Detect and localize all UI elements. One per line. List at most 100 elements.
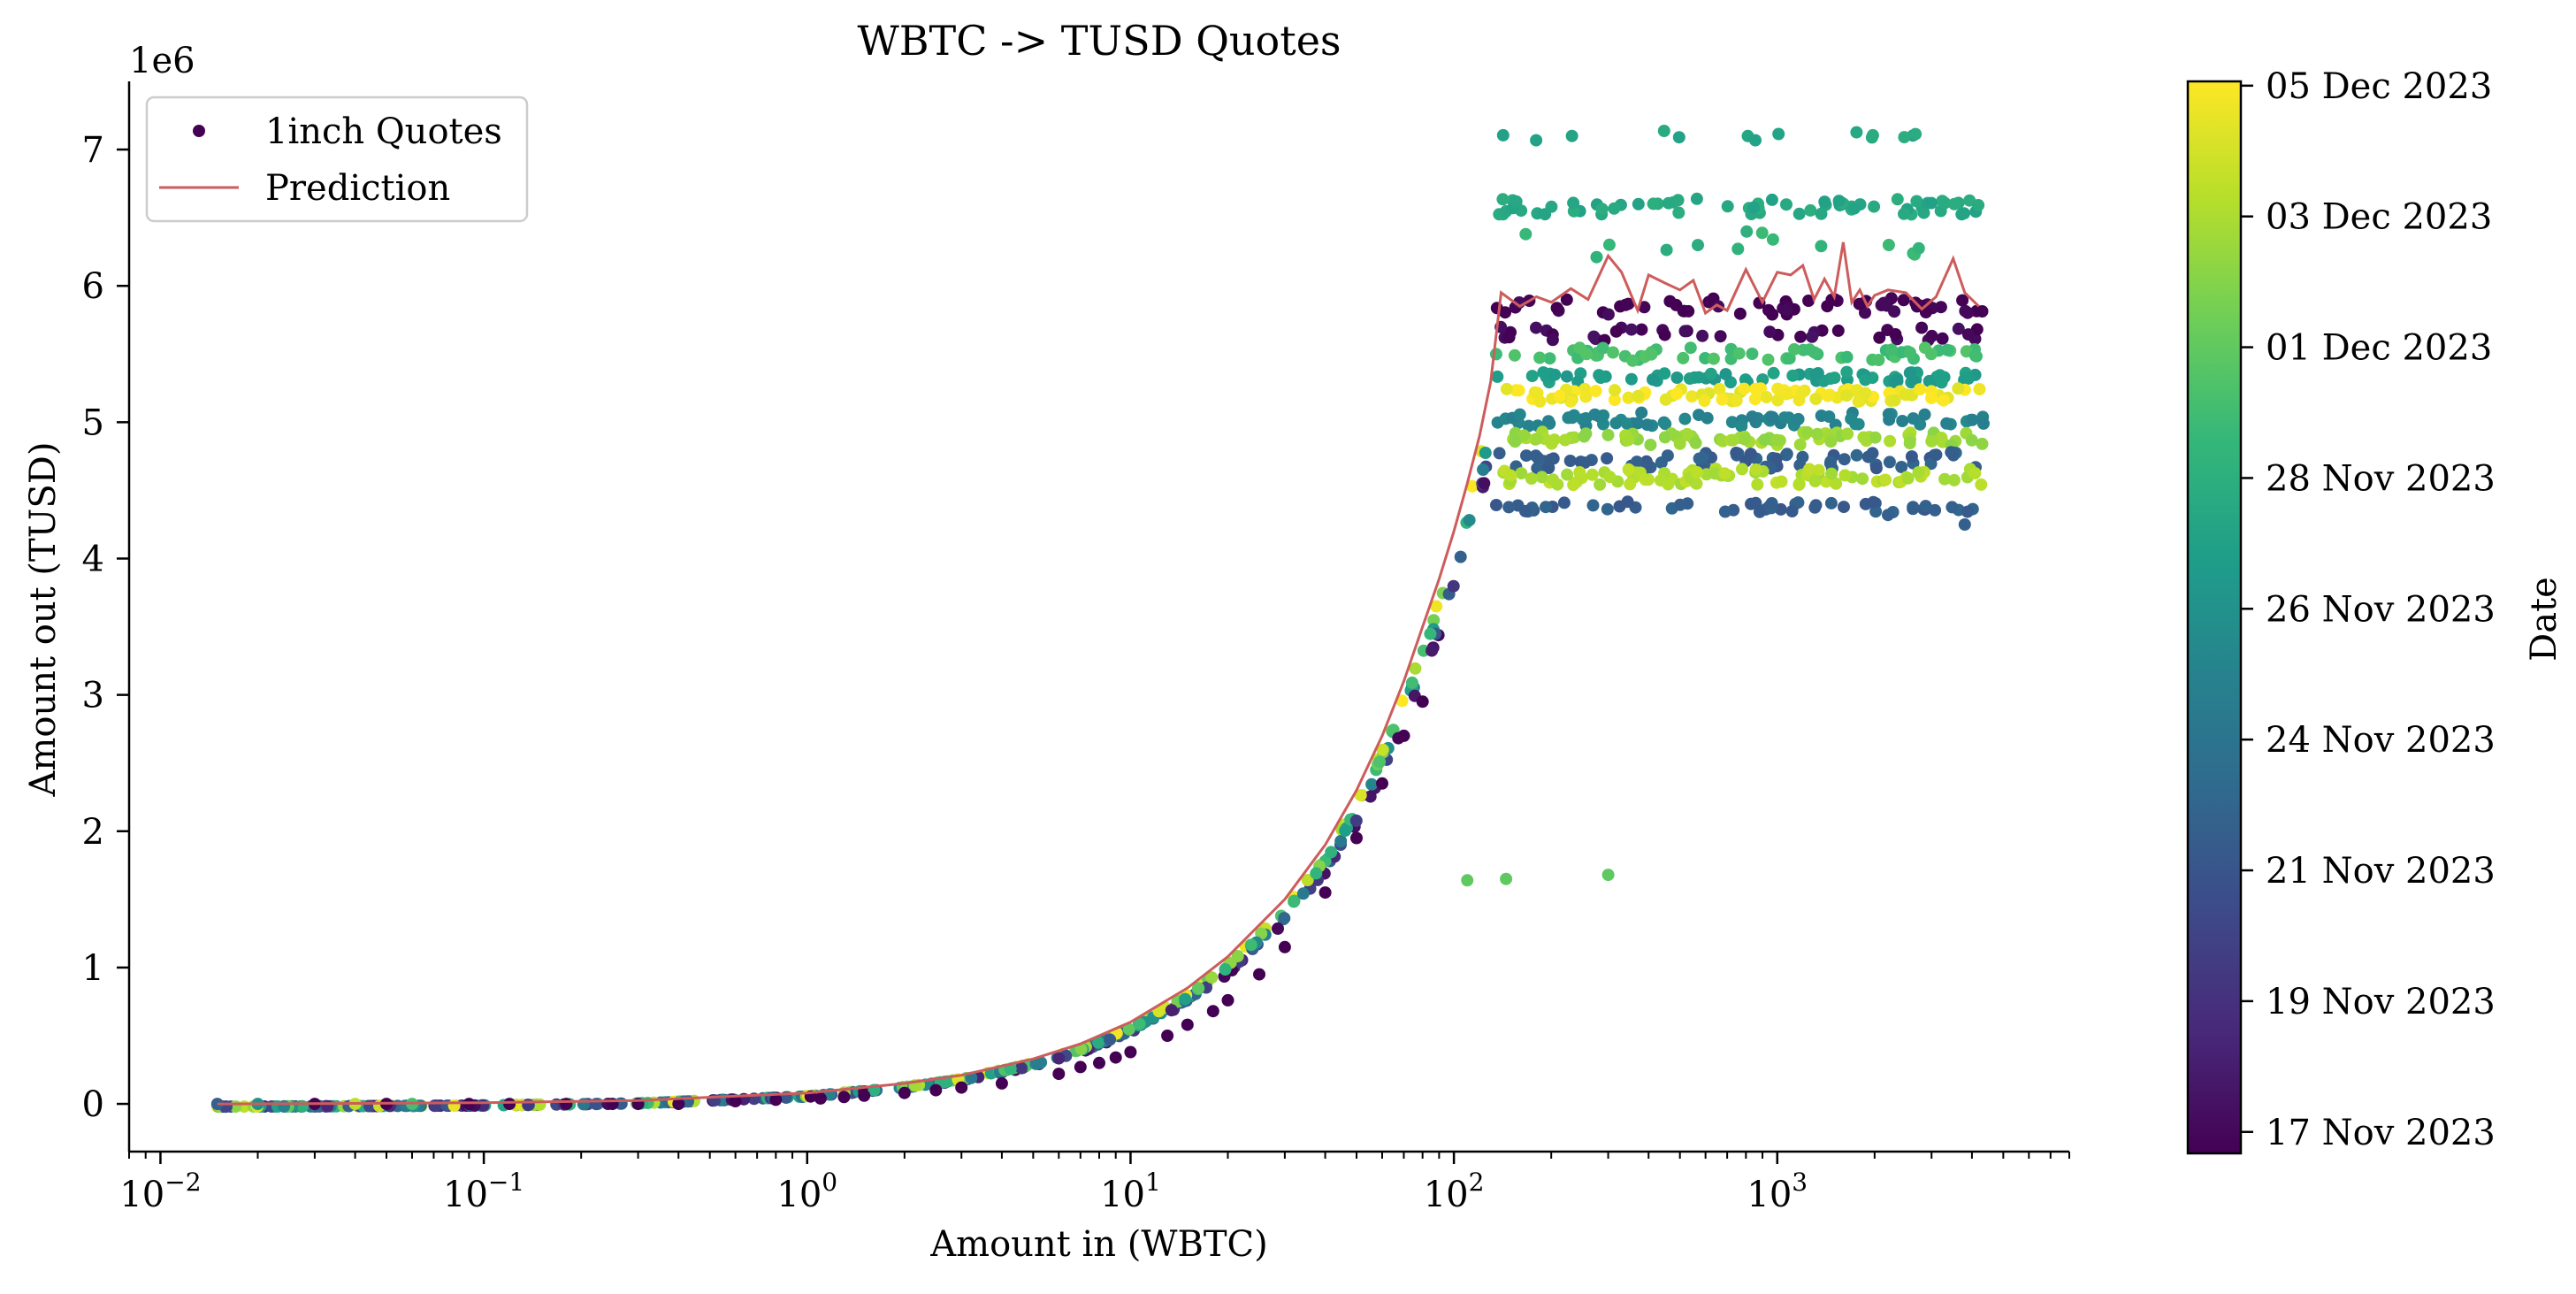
quote-point — [1903, 366, 1916, 379]
quote-point — [1693, 371, 1705, 384]
quote-point — [1708, 467, 1722, 480]
quote-point — [1624, 323, 1638, 336]
x-tick-label: 101 — [1100, 1168, 1161, 1215]
quote-point — [1937, 394, 1950, 407]
quote-point — [1746, 410, 1759, 424]
quote-point — [1856, 472, 1869, 486]
quote-point — [1959, 304, 1972, 318]
quote-point — [1925, 392, 1938, 404]
quote-point — [1896, 415, 1909, 427]
quote-point — [837, 1091, 851, 1104]
quote-point — [1479, 447, 1492, 459]
quote-point — [1489, 348, 1502, 361]
quote-point — [429, 1099, 442, 1113]
quote-point — [1671, 194, 1685, 207]
quote-point — [1889, 328, 1902, 341]
legend-label-quotes: 1inch Quotes — [265, 111, 502, 152]
colorbar-label: Date — [2524, 577, 2565, 662]
quote-point — [1861, 450, 1875, 463]
colorbar-tick-label: 05 Dec 2023 — [2266, 66, 2492, 107]
quote-point — [1867, 495, 1880, 509]
quote-point — [1812, 463, 1825, 477]
quote-point — [1941, 343, 1954, 356]
colorbar-tick-label: 19 Nov 2023 — [2266, 982, 2496, 1022]
quote-point — [1938, 472, 1952, 486]
quote-point — [1529, 449, 1542, 463]
quote-point — [929, 1083, 943, 1097]
quote-point — [1968, 467, 1982, 479]
quote-point — [1780, 448, 1792, 462]
quote-point — [1891, 373, 1904, 387]
quote-point — [1334, 835, 1348, 847]
quote-point — [1770, 452, 1783, 465]
quote-point — [1409, 662, 1422, 675]
quote-point — [1891, 193, 1904, 206]
quote-point — [1502, 331, 1516, 344]
quote-point — [577, 1098, 590, 1111]
quote-point — [1672, 206, 1685, 219]
quote-point — [1564, 394, 1578, 408]
quote-point — [1690, 477, 1703, 490]
quote-point — [1925, 434, 1938, 448]
quote-point — [1624, 372, 1638, 386]
quote-point — [1850, 448, 1863, 462]
quote-point — [1808, 346, 1821, 359]
quote-point — [1632, 389, 1645, 402]
quote-point — [1515, 467, 1528, 480]
quote-point — [1548, 433, 1561, 447]
quote-point — [1903, 437, 1916, 450]
quote-point — [1093, 1056, 1105, 1069]
quote-point — [1661, 449, 1674, 463]
quote-point — [1578, 456, 1592, 470]
quote-point — [1976, 437, 1989, 450]
quote-point — [1122, 1022, 1135, 1036]
quote-point — [1869, 462, 1883, 475]
quote-point — [1749, 496, 1762, 509]
quote-point — [1518, 504, 1532, 517]
quote-point — [1376, 743, 1389, 756]
quote-point — [1762, 353, 1775, 366]
quote-point — [1607, 346, 1619, 359]
quote-point — [1968, 349, 1982, 363]
quote-point — [1766, 410, 1779, 424]
quote-point — [1015, 1061, 1028, 1075]
quote-point — [1533, 351, 1547, 364]
quote-point — [1912, 466, 1925, 479]
y-tick-label: 6 — [82, 266, 104, 307]
quote-point — [1898, 207, 1910, 220]
quote-point — [729, 1095, 742, 1107]
quote-point — [1580, 348, 1594, 361]
colorbar-tick-label: 26 Nov 2023 — [2266, 589, 2496, 630]
quote-point — [1365, 777, 1379, 791]
quote-point-outlier — [1882, 509, 1894, 522]
quote-point — [1537, 366, 1550, 379]
quote-point — [1325, 846, 1338, 859]
quote-point — [1795, 386, 1808, 399]
x-tick-label: 102 — [1424, 1168, 1485, 1215]
y-axis-label: Amount out (TUSD) — [23, 442, 64, 798]
quote-point — [1525, 472, 1538, 485]
quote-point — [1673, 437, 1686, 450]
quote-point — [1918, 408, 1931, 421]
quote-point — [1608, 394, 1621, 407]
quote-point — [1823, 410, 1836, 423]
quote-point — [1868, 200, 1881, 213]
quote-point — [1647, 373, 1659, 387]
quote-point — [1848, 202, 1861, 215]
quote-point — [1915, 321, 1929, 334]
quote-point — [1780, 303, 1793, 317]
quote-point — [1897, 294, 1910, 307]
y-tick-label: 2 — [82, 812, 104, 853]
quote-point — [1573, 466, 1586, 479]
x-tick-label: 10−1 — [443, 1168, 524, 1215]
quote-point — [1678, 325, 1692, 338]
quote-point — [1793, 438, 1807, 451]
quote-point — [1543, 352, 1556, 365]
quote-point — [1560, 370, 1573, 383]
quote-point — [1535, 471, 1548, 484]
quote-point — [1508, 348, 1521, 362]
quote-point — [1929, 503, 1942, 517]
quote-point — [1424, 627, 1437, 640]
